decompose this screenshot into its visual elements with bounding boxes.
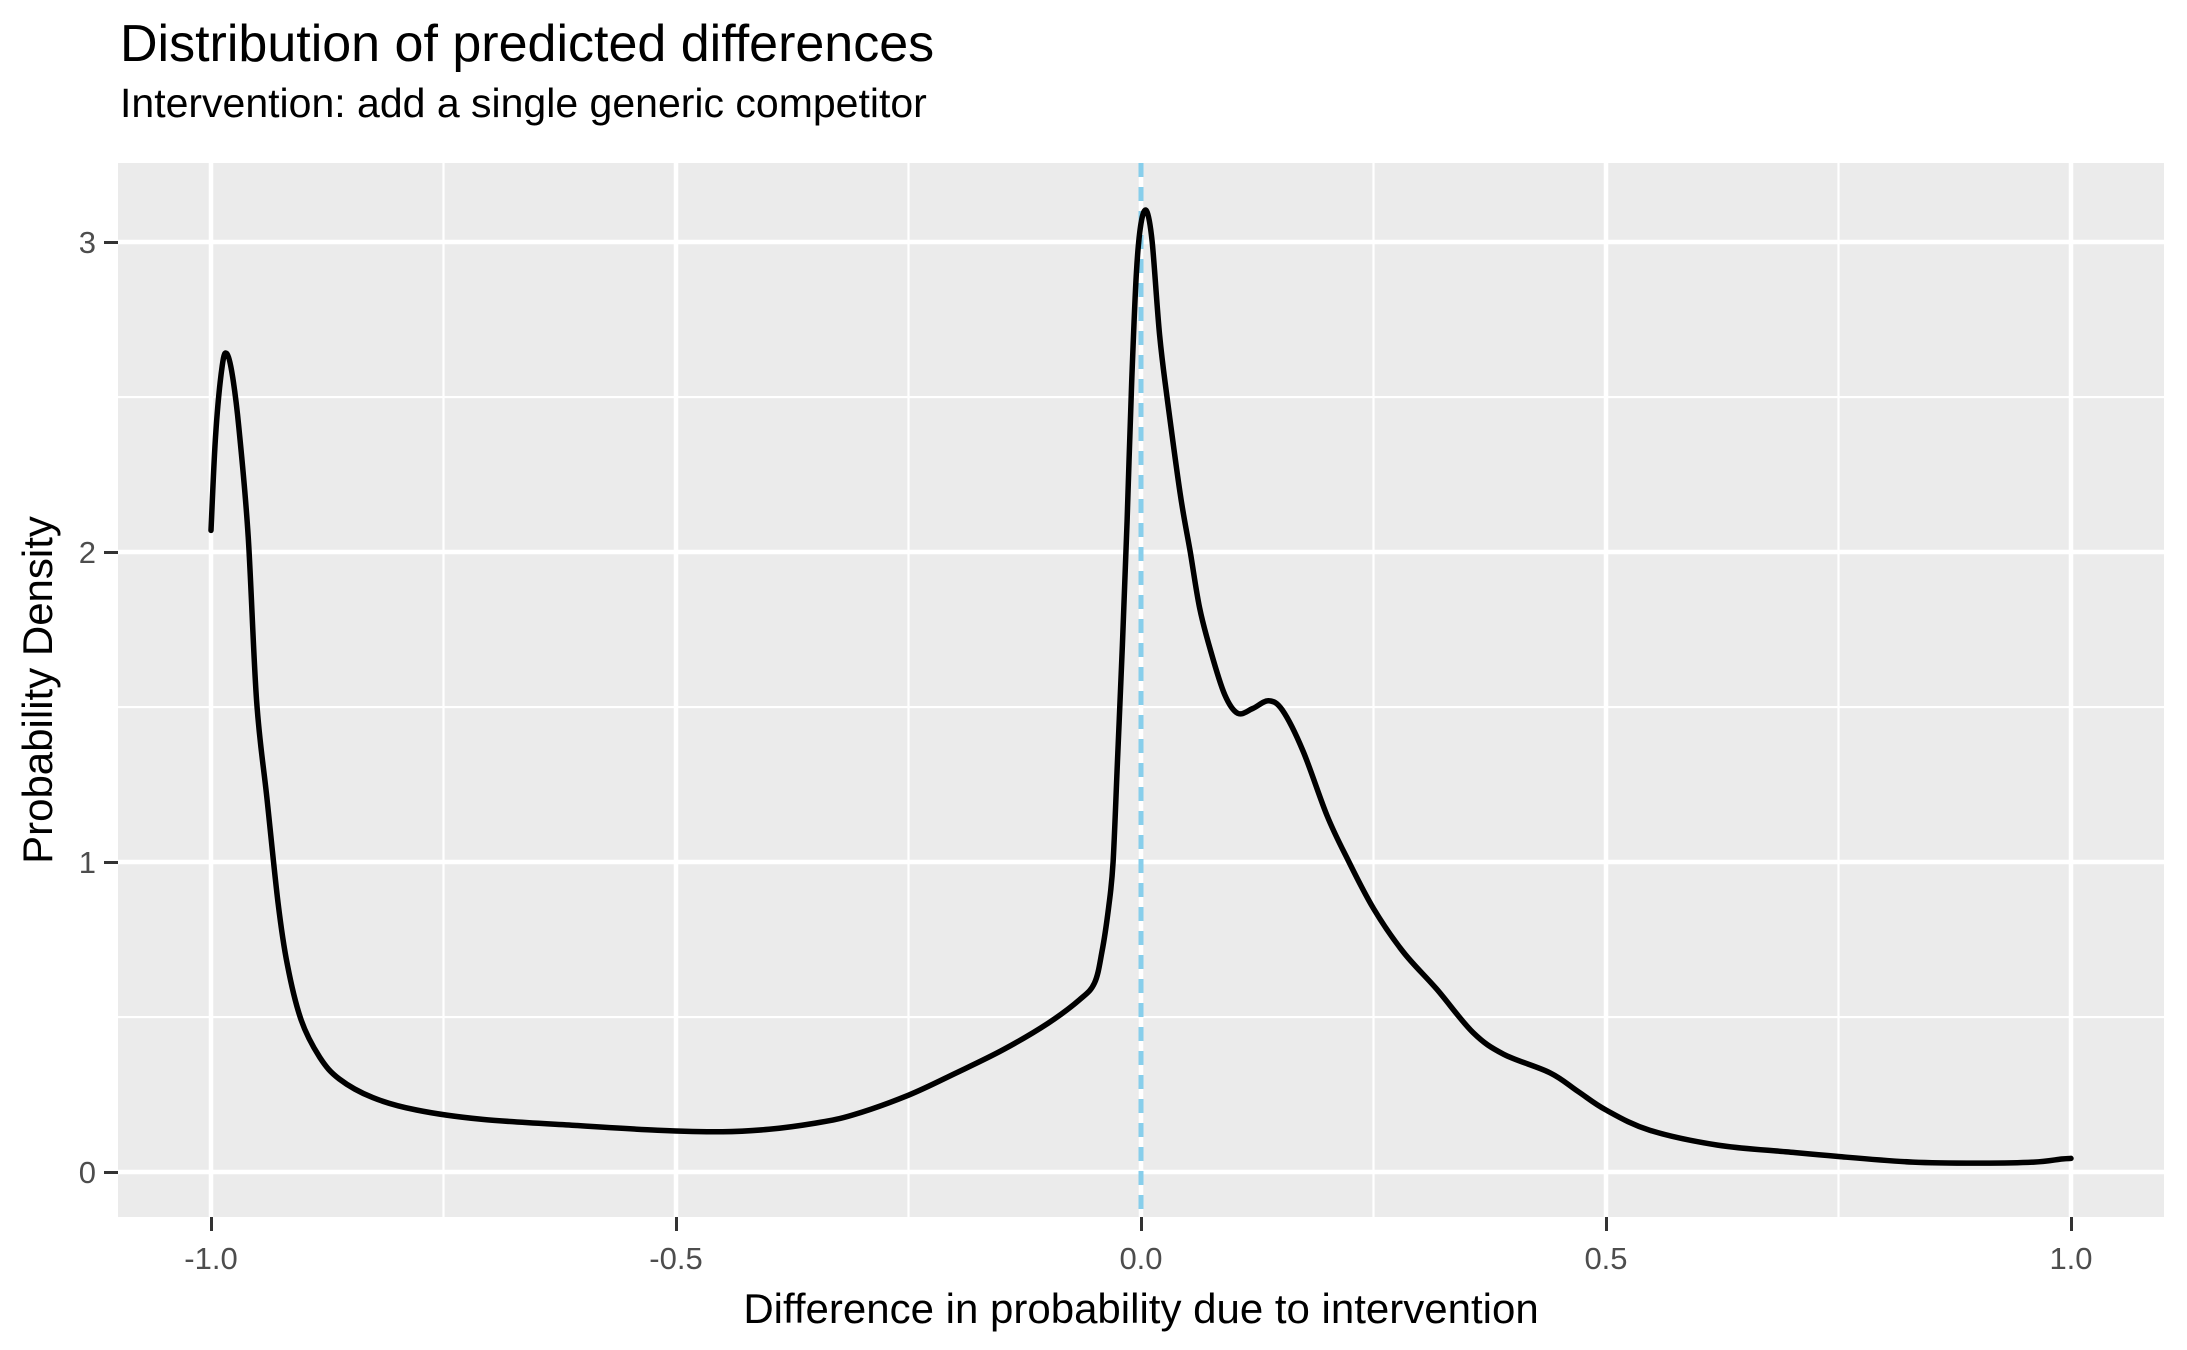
chart-title: Distribution of predicted differences <box>120 15 935 73</box>
y-tick-mark <box>104 240 118 244</box>
x-tick-mark <box>2069 1217 2073 1231</box>
x-tick-label: -1.0 <box>184 1241 238 1276</box>
plot-canvas <box>118 163 2164 1217</box>
y-tick-label: 1 <box>78 844 96 880</box>
x-tick-label: -0.5 <box>649 1241 703 1276</box>
x-tick-mark <box>674 1217 678 1231</box>
chart-subtitle: Intervention: add a single generic compe… <box>120 80 927 126</box>
plot-panel <box>118 163 2164 1217</box>
y-tick-label: 2 <box>78 534 96 570</box>
x-tick-label: 1.0 <box>2049 1241 2093 1276</box>
y-axis-title: Probability Density <box>14 516 61 864</box>
y-tick-mark <box>104 860 118 864</box>
x-tick-mark <box>1604 1217 1608 1231</box>
x-axis-title: Difference in probability due to interve… <box>743 1285 1539 1332</box>
density-curve <box>208 207 2074 1166</box>
y-tick-label: 3 <box>78 224 96 260</box>
x-tick-mark <box>209 1217 213 1231</box>
x-tick-mark <box>1139 1217 1143 1231</box>
x-tick-label: 0.5 <box>1584 1241 1628 1276</box>
y-tick-label: 0 <box>78 1154 96 1190</box>
x-tick-label: 0.0 <box>1119 1241 1163 1276</box>
y-tick-mark <box>104 550 118 554</box>
y-tick-mark <box>104 1170 118 1174</box>
